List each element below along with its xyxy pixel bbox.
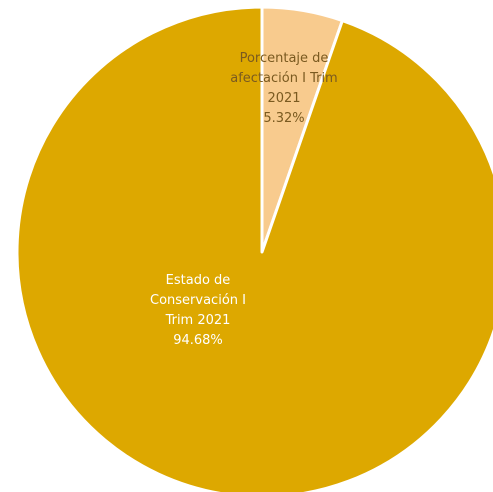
pie-slices: [15, 5, 493, 492]
slice-label-line: afectación I Trim: [230, 71, 337, 86]
slice-label-line: Conservación I: [150, 293, 246, 308]
slice-value-1: 94.68%: [173, 333, 223, 348]
slice-label-line: Trim 2021: [165, 313, 231, 328]
pie-labels: Porcentaje de afectación I Trim 2021 5.32% E…: [150, 51, 338, 348]
slice-value-0: 5.32%: [263, 111, 304, 126]
slice-label-line: Estado de: [166, 273, 231, 288]
slice-label-line: Porcentaje de: [240, 51, 329, 66]
pie-slice-1: [15, 5, 493, 492]
slice-label-line: 2021: [267, 91, 300, 106]
slice-label-1: Estado de Conservación I Trim 2021 94.68%: [150, 273, 246, 348]
slice-label-0: Porcentaje de afectación I Trim 2021 5.32%: [230, 51, 337, 126]
